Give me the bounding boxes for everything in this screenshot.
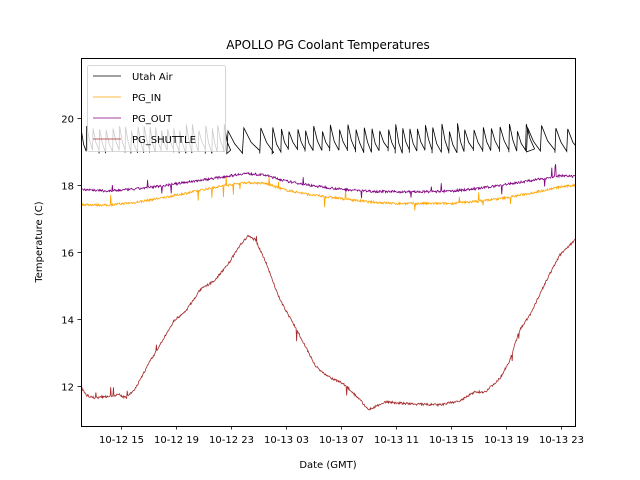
x-tick-label: 10-13 15 — [429, 435, 474, 446]
legend-label: PG_OUT — [132, 114, 173, 125]
legend-label: Utah Air — [132, 72, 174, 83]
legend: Utah Air PG_IN PG_OUT PG_SHUTTLE — [87, 65, 226, 152]
x-tick-label: 10-13 03 — [264, 435, 309, 446]
x-tick-label: 10-12 19 — [154, 435, 199, 446]
legend-label: PG_IN — [132, 93, 161, 104]
x-axis-label: Date (GMT) — [299, 460, 356, 471]
y-axis: 12 14 16 18 20 — [61, 115, 81, 394]
series-line-pg-in — [81, 176, 576, 212]
y-tick-label: 20 — [61, 115, 74, 126]
x-tick-label: 10-13 19 — [484, 435, 529, 446]
series-line-pg-shuttle — [81, 234, 576, 411]
chart-title: APOLLO PG Coolant Temperatures — [226, 38, 430, 52]
series-line-pg-out — [81, 164, 576, 199]
y-tick-label: 18 — [61, 182, 74, 193]
legend-label: PG_SHUTTLE — [132, 135, 196, 146]
y-tick-label: 14 — [61, 316, 74, 327]
plot-frame — [81, 58, 576, 427]
y-tick-label: 16 — [61, 249, 74, 260]
legend-box — [87, 65, 226, 152]
x-tick-label: 10-12 23 — [209, 435, 254, 446]
x-tick-label: 10-13 07 — [319, 435, 364, 446]
y-axis-label: Temperature (C) — [34, 201, 45, 283]
x-axis: 10-12 15 10-12 19 10-12 23 10-13 03 10-13 07… — [99, 426, 584, 446]
x-tick-label: 10-13 23 — [539, 435, 584, 446]
x-tick-label: 10-12 15 — [99, 435, 144, 446]
y-tick-label: 12 — [61, 383, 74, 394]
x-tick-label: 10-13 11 — [374, 435, 419, 446]
